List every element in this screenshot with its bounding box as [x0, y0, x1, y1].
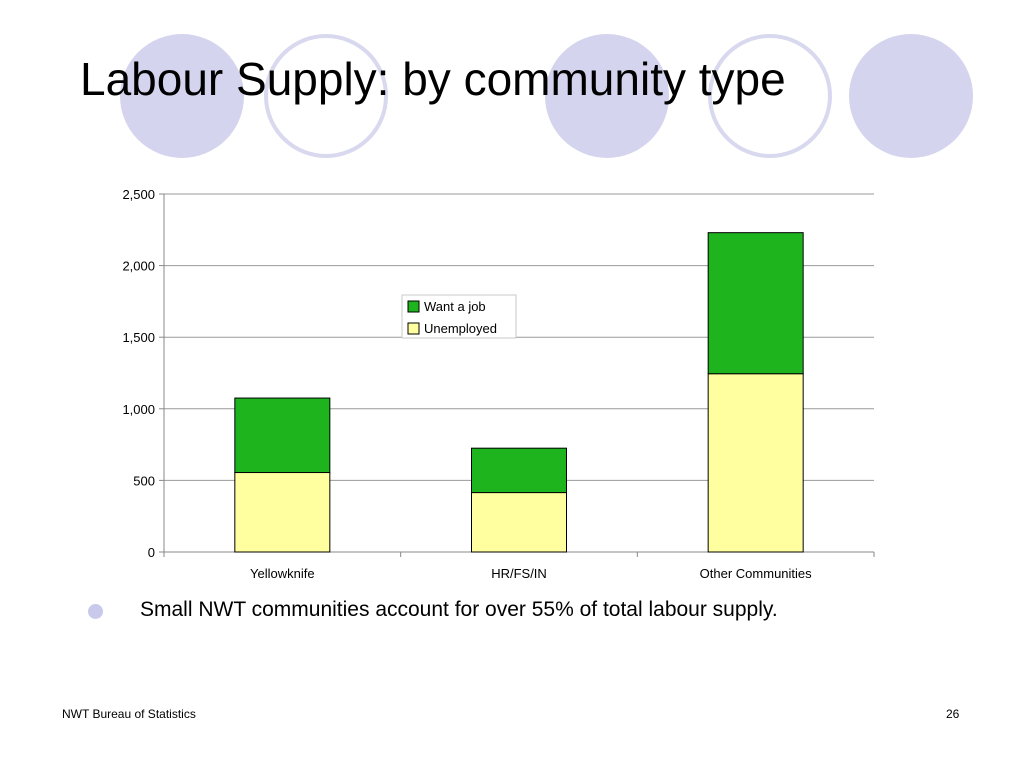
page-number: 26 — [946, 707, 960, 721]
y-tick-label: 1,000 — [122, 402, 155, 417]
y-tick-label: 2,500 — [122, 187, 155, 202]
bullet-point: Small NWT communities account for over 5… — [88, 598, 778, 622]
legend-swatch — [407, 322, 420, 335]
legend-label: Unemployed — [424, 321, 497, 336]
y-tick-label: 2,000 — [122, 259, 155, 274]
legend-box — [401, 294, 517, 339]
bar-segment — [471, 492, 567, 553]
legend-swatch — [407, 300, 420, 313]
decor-circle — [120, 34, 244, 158]
bar-segment — [707, 373, 804, 553]
decor-ring — [708, 34, 832, 158]
x-tick-label: Other Communities — [700, 566, 812, 581]
bullet-dot-icon — [88, 603, 103, 619]
bar-segment — [234, 397, 331, 474]
decor-circle — [849, 34, 973, 158]
footer-source: NWT Bureau of Statistics — [62, 707, 196, 721]
y-tick-label: 0 — [148, 545, 155, 560]
decor-ring — [264, 34, 388, 158]
legend-label: Want a job — [424, 299, 486, 314]
bar-segment — [471, 447, 567, 494]
y-tick-label: 500 — [133, 473, 155, 488]
stacked-bar-chart: 0 500 1,000 1,500 2,000 2,500 Yellowknife HR/FS… — [122, 187, 875, 581]
bar-segment — [707, 232, 804, 375]
bullet-text: Small NWT communities account for over 5… — [140, 598, 778, 621]
decor-circle — [545, 34, 669, 158]
x-tick-label: Yellowknife — [250, 566, 315, 581]
y-tick-label: 1,500 — [122, 330, 155, 345]
slide-title: Labour Supply: by community type — [80, 53, 786, 105]
bar-segment — [234, 472, 331, 553]
x-tick-label: HR/FS/IN — [491, 566, 547, 581]
